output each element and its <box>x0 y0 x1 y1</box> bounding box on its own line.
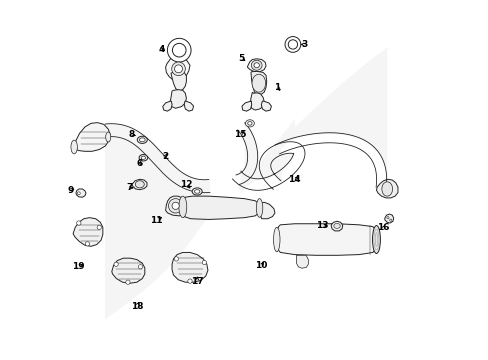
Polygon shape <box>132 179 147 190</box>
Ellipse shape <box>139 154 147 161</box>
Text: 8: 8 <box>128 130 134 139</box>
Ellipse shape <box>247 122 251 125</box>
Polygon shape <box>330 221 342 231</box>
Text: 10: 10 <box>255 261 267 270</box>
Polygon shape <box>259 202 274 219</box>
Ellipse shape <box>179 196 186 218</box>
Text: 15: 15 <box>233 130 246 139</box>
Text: 6: 6 <box>136 159 142 168</box>
Polygon shape <box>276 224 376 255</box>
Polygon shape <box>242 101 251 111</box>
Polygon shape <box>296 255 308 268</box>
Polygon shape <box>184 101 193 111</box>
Circle shape <box>97 225 101 229</box>
Text: 18: 18 <box>130 302 143 311</box>
Circle shape <box>172 43 185 57</box>
Circle shape <box>187 279 192 283</box>
Circle shape <box>114 262 118 266</box>
Ellipse shape <box>172 202 179 210</box>
Ellipse shape <box>171 62 185 76</box>
Polygon shape <box>169 90 186 108</box>
Text: 4: 4 <box>158 45 164 54</box>
Text: 9: 9 <box>67 185 73 194</box>
Polygon shape <box>261 101 271 111</box>
Ellipse shape <box>141 156 145 159</box>
Circle shape <box>386 217 388 219</box>
Text: 2: 2 <box>162 152 168 161</box>
Text: 17: 17 <box>190 276 203 285</box>
Text: 3: 3 <box>301 40 307 49</box>
Ellipse shape <box>251 60 262 70</box>
Ellipse shape <box>194 190 200 193</box>
Circle shape <box>138 265 142 269</box>
Polygon shape <box>76 189 86 197</box>
Circle shape <box>389 219 391 221</box>
Ellipse shape <box>381 182 392 196</box>
Polygon shape <box>250 92 264 110</box>
Circle shape <box>287 40 297 49</box>
Circle shape <box>174 257 178 261</box>
Circle shape <box>77 221 81 225</box>
Ellipse shape <box>256 199 262 217</box>
Polygon shape <box>163 101 172 111</box>
Polygon shape <box>172 252 207 282</box>
Polygon shape <box>376 179 397 198</box>
Ellipse shape <box>273 227 280 252</box>
Ellipse shape <box>372 226 380 253</box>
Ellipse shape <box>253 63 259 68</box>
Ellipse shape <box>105 132 110 142</box>
Text: 19: 19 <box>72 262 85 271</box>
Ellipse shape <box>135 181 144 188</box>
Text: 16: 16 <box>377 223 389 232</box>
Polygon shape <box>250 71 266 95</box>
Ellipse shape <box>168 199 183 213</box>
Text: 1: 1 <box>274 83 280 92</box>
Text: 12: 12 <box>180 180 192 189</box>
Ellipse shape <box>174 65 182 73</box>
Ellipse shape <box>245 120 254 127</box>
Polygon shape <box>171 71 186 91</box>
Circle shape <box>167 39 191 62</box>
Text: 5: 5 <box>237 54 244 63</box>
Polygon shape <box>247 59 265 72</box>
Text: 14: 14 <box>288 175 301 184</box>
Circle shape <box>202 260 206 265</box>
Ellipse shape <box>192 188 202 195</box>
Circle shape <box>285 37 300 52</box>
Polygon shape <box>112 258 144 283</box>
Ellipse shape <box>137 136 147 143</box>
Ellipse shape <box>71 140 77 154</box>
Ellipse shape <box>251 74 265 92</box>
Ellipse shape <box>139 138 145 142</box>
Ellipse shape <box>333 224 340 228</box>
Circle shape <box>85 242 89 246</box>
Text: 7: 7 <box>126 183 133 192</box>
Polygon shape <box>74 123 110 151</box>
Circle shape <box>77 192 80 195</box>
Polygon shape <box>182 196 259 220</box>
Polygon shape <box>165 56 190 81</box>
Circle shape <box>125 280 130 284</box>
Polygon shape <box>384 214 393 223</box>
Polygon shape <box>73 218 102 246</box>
Polygon shape <box>165 196 186 216</box>
Text: 11: 11 <box>150 216 163 225</box>
Text: 13: 13 <box>316 221 328 230</box>
